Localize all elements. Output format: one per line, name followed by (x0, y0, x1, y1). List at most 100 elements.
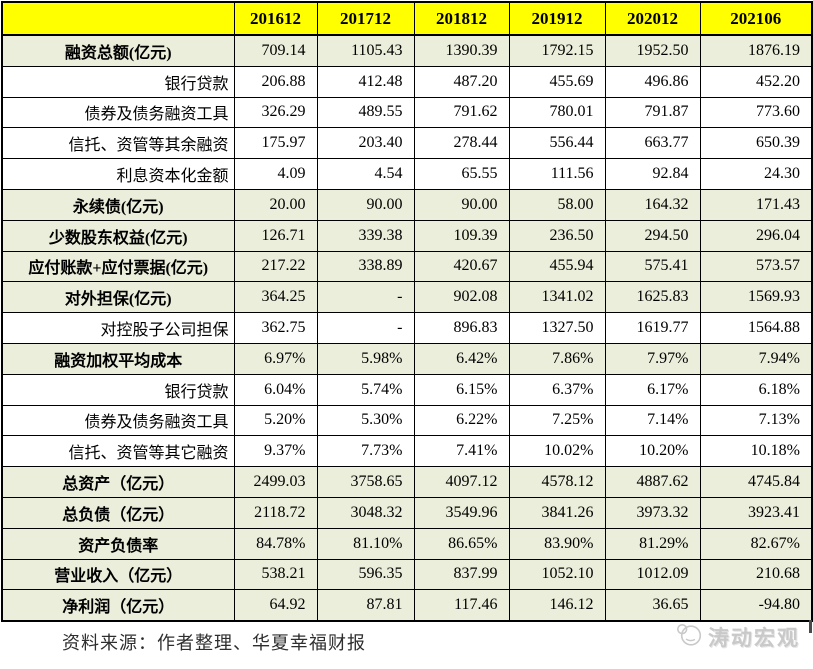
row-label-cell: 银行贷款 (1, 373, 235, 406)
value-cell: 3048.32 (316, 496, 415, 529)
value-cell: -94.80 (699, 589, 813, 622)
table-row: 利息资本化金额 4.09 4.54 65.55 111.56 92.84 24.30 (1, 158, 813, 190)
value-cell: 896.83 (413, 312, 510, 344)
corner-header-cell (1, 1, 235, 36)
screen-edge-artifact (809, 620, 812, 633)
value-cell: 556.44 (508, 127, 606, 160)
value-cell: 6.17% (604, 373, 701, 406)
table-row: 债券及债务融资工具 326.29 489.55 791.62 780.01 791.87 7… (1, 96, 813, 129)
value-cell: 455.94 (508, 250, 606, 283)
value-cell: 412.48 (316, 65, 415, 98)
value-cell: - (316, 312, 415, 344)
value-cell: 1952.50 (604, 34, 701, 67)
table-row: 营业收入（亿元） 538.21 596.35 837.99 1052.10 1012.09… (1, 558, 813, 591)
value-cell: 4745.84 (699, 466, 813, 498)
value-cell: 538.21 (233, 558, 318, 591)
value-cell: 7.14% (604, 404, 701, 437)
value-cell: 117.46 (413, 589, 510, 622)
value-cell: 791.87 (604, 96, 701, 129)
value-cell: 1052.10 (508, 558, 606, 591)
value-cell: 1012.09 (604, 558, 701, 591)
value-cell: 126.71 (233, 219, 318, 252)
row-label-cell: 净利润（亿元） (1, 589, 235, 622)
value-cell: 217.22 (233, 250, 318, 283)
value-cell: 24.30 (699, 158, 813, 190)
table-row: 总资产（亿元） 2499.03 3758.65 4097.12 4578.12 4887.… (1, 466, 813, 498)
value-cell: 4887.62 (604, 466, 701, 498)
row-label-cell: 银行贷款 (1, 65, 235, 98)
value-cell: 7.25% (508, 404, 606, 437)
table-row: 融资加权平均成本 6.97% 5.98% 6.42% 7.86% 7.97% 7.94% (1, 342, 813, 375)
row-label-cell: 营业收入（亿元） (1, 558, 235, 591)
value-cell: 1390.39 (413, 34, 510, 67)
value-cell: 87.81 (316, 589, 415, 622)
value-cell: 203.40 (316, 127, 415, 160)
value-cell: 709.14 (233, 34, 318, 67)
year-column-header: 201912 (508, 1, 606, 36)
value-cell: 10.02% (508, 435, 606, 468)
value-cell: 575.41 (604, 250, 701, 283)
value-cell: 81.29% (604, 527, 701, 560)
row-label-cell: 债券及债务融资工具 (1, 404, 235, 437)
value-cell: 791.62 (413, 96, 510, 129)
table-row: 资产负债率 84.78% 81.10% 86.65% 83.90% 81.29% 82.67… (1, 527, 813, 560)
value-cell: 1105.43 (316, 34, 415, 67)
value-cell: 86.65% (413, 527, 510, 560)
table-row: 应付账款+应付票据(亿元) 217.22 338.89 420.67 455.94 575… (1, 250, 813, 283)
row-label-cell: 信托、资管等其它融资 (1, 435, 235, 468)
value-cell: 10.20% (604, 435, 701, 468)
value-cell: 596.35 (316, 558, 415, 591)
row-label-cell: 利息资本化金额 (1, 158, 235, 190)
value-cell: 3841.26 (508, 496, 606, 529)
row-label-cell: 总负债（亿元） (1, 496, 235, 529)
value-cell: 1625.83 (604, 281, 701, 314)
value-cell: 81.10% (316, 527, 415, 560)
value-cell: 780.01 (508, 96, 606, 129)
value-cell: 2118.72 (233, 496, 318, 529)
value-cell: 109.39 (413, 219, 510, 252)
table-row: 信托、资管等其它融资 9.37% 7.73% 7.41% 10.02% 10.20% 10.… (1, 435, 813, 468)
value-cell: 65.55 (413, 158, 510, 190)
value-cell: 773.60 (699, 96, 813, 129)
value-cell: 4097.12 (413, 466, 510, 498)
value-cell: 1619.77 (604, 312, 701, 344)
value-cell: 6.04% (233, 373, 318, 406)
value-cell: 10.18% (699, 435, 813, 468)
value-cell: 210.68 (699, 558, 813, 591)
value-cell: 92.84 (604, 158, 701, 190)
financial-table: 201612 201712 201812 201912 202012 202106 融资总… (1, 1, 813, 623)
value-cell: 1341.02 (508, 281, 606, 314)
source-note: 资料来源：作者整理、华夏幸福财报 (62, 633, 366, 653)
value-cell: 573.57 (699, 250, 813, 283)
value-cell: 6.15% (413, 373, 510, 406)
value-cell: 83.90% (508, 527, 606, 560)
value-cell: 650.39 (699, 127, 813, 160)
value-cell: 84.78% (233, 527, 318, 560)
value-cell: 489.55 (316, 96, 415, 129)
table-row: 少数股东权益(亿元) 126.71 339.38 109.39 236.50 294.50… (1, 219, 813, 252)
value-cell: 420.67 (413, 250, 510, 283)
value-cell: 36.65 (604, 589, 701, 622)
value-cell: 82.67% (699, 527, 813, 560)
value-cell: 1569.93 (699, 281, 813, 314)
value-cell: 6.18% (699, 373, 813, 406)
row-label-cell: 应付账款+应付票据(亿元) (1, 250, 235, 283)
year-column-header: 201612 (233, 1, 318, 36)
value-cell: 111.56 (508, 158, 606, 190)
row-label-cell: 资产负债率 (1, 527, 235, 560)
value-cell: 146.12 (508, 589, 606, 622)
row-label-cell: 债券及债务融资工具 (1, 96, 235, 129)
watermark: 涛动宏观 (676, 621, 800, 653)
value-cell: 487.20 (413, 65, 510, 98)
value-cell: 6.22% (413, 404, 510, 437)
value-cell: 5.30% (316, 404, 415, 437)
value-cell: 663.77 (604, 127, 701, 160)
value-cell: 4.09 (233, 158, 318, 190)
value-cell: 64.92 (233, 589, 318, 622)
value-cell: 294.50 (604, 219, 701, 252)
value-cell: 902.08 (413, 281, 510, 314)
value-cell: 7.86% (508, 342, 606, 375)
value-cell: 58.00 (508, 188, 606, 221)
value-cell: 4.54 (316, 158, 415, 190)
value-cell: 171.43 (699, 188, 813, 221)
